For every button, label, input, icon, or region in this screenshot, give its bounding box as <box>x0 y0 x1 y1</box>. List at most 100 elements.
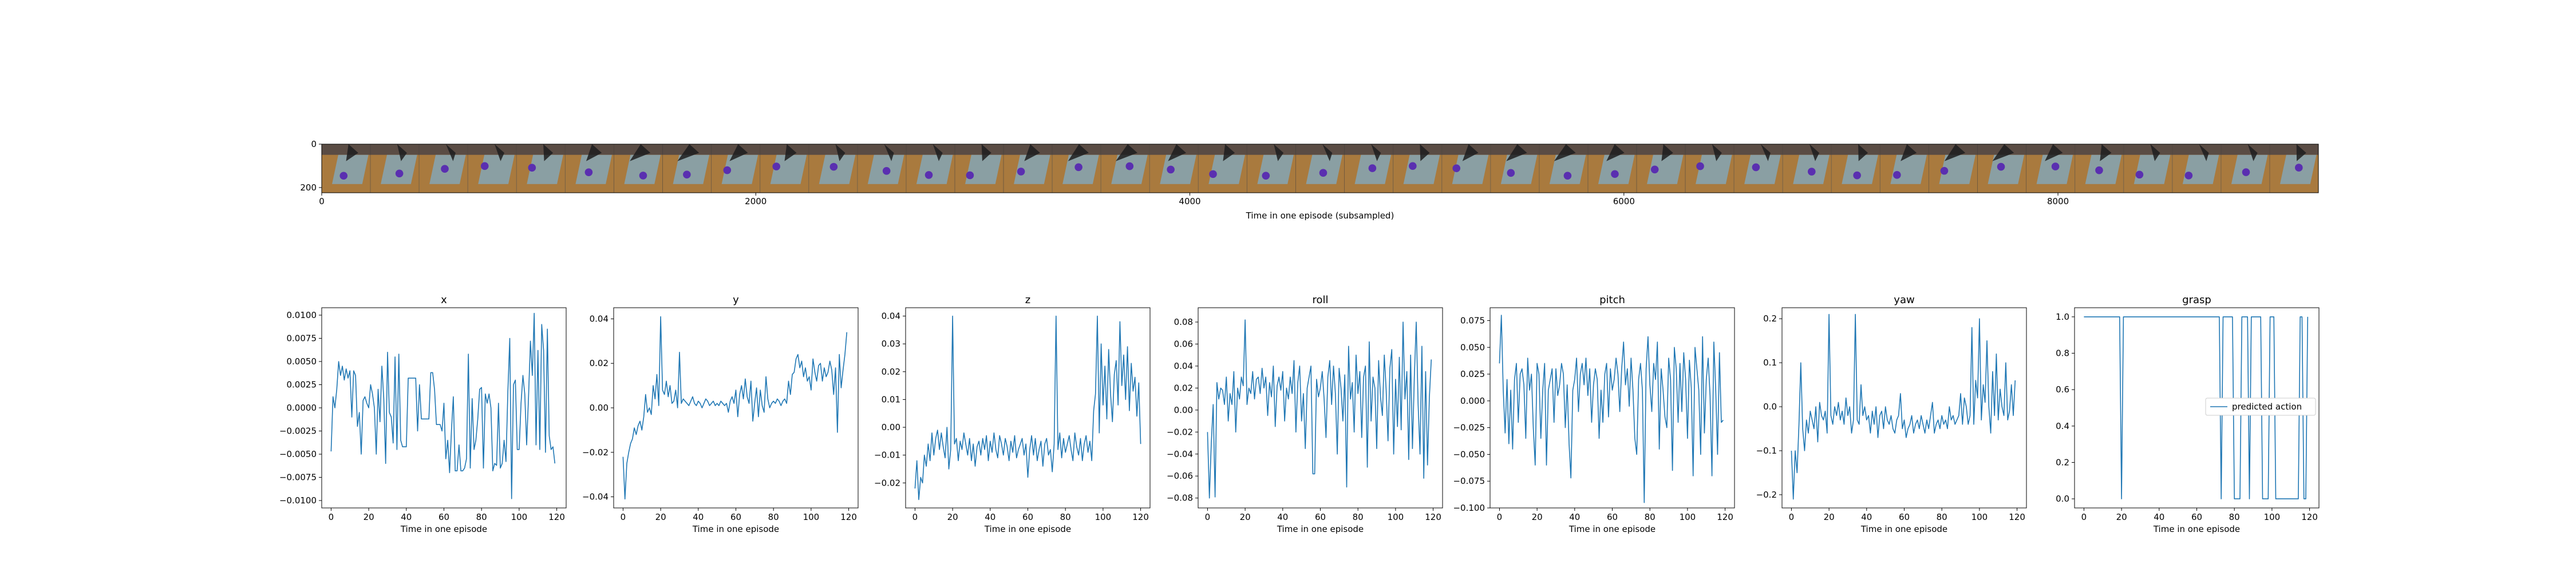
plot-roll: 0 20 40 60 80 100 120 −0.08 −0.06 −0.04 −0.02 0.00 0… <box>1167 294 1443 534</box>
y-tick-label: 0.4 <box>2056 421 2069 431</box>
x-axis-label: Time in one episode <box>1277 524 1364 534</box>
plot-background <box>1782 308 2026 508</box>
plot-title: yaw <box>1894 294 1914 306</box>
x-tick-label: 20 <box>1824 512 1835 522</box>
x-tick-label: 0 <box>1789 512 1795 522</box>
x-tick-label: 60 <box>1315 512 1326 522</box>
frame-tray <box>916 154 953 184</box>
frame-wall <box>1880 144 1929 155</box>
plot-title: x <box>441 294 447 306</box>
x-tick-label: 120 <box>2009 512 2025 522</box>
frame-robot-arm <box>397 144 407 161</box>
y-tick-label: −0.1 <box>1756 446 1777 456</box>
series-line-x <box>330 312 556 499</box>
frame-tray <box>1890 154 1927 184</box>
frame-robot-arm <box>981 144 991 161</box>
frame-robot-arm <box>346 144 358 161</box>
y-tick-label: 0.02 <box>1174 383 1193 393</box>
plot-grasp: 0 20 40 60 80 100 120 0.0 0.2 0.4 0.6 0.8 1.0 grasp Ti… <box>2056 294 2320 534</box>
frame-wall <box>857 144 906 155</box>
frame-object <box>1452 164 1461 173</box>
x-tick-label: 80 <box>1353 512 1364 522</box>
frame-wall <box>760 144 809 155</box>
action-plots: 0 20 40 60 80 100 120−0.0100−0.0075−0.0050−0.0… <box>279 294 2320 534</box>
x-tick-label: 120 <box>1132 512 1149 522</box>
x-tick-label: 0 <box>1205 512 1211 522</box>
y-ticks: −0.100 −0.075 −0.050 −0.025 0.000 0.025 0.050 0… <box>1453 315 1490 513</box>
y-tick-label: 0.6 <box>2056 384 2069 395</box>
y-ticks: −0.08 −0.06 −0.04 −0.02 0.00 0.02 0.04 0.06 0.08 <box>1167 317 1198 503</box>
frame-wall <box>1344 144 1393 155</box>
frame-tray <box>673 154 710 184</box>
frame-thumbnail <box>321 144 371 193</box>
series-line-yaw <box>1791 313 2016 500</box>
x-tick-label: 40 <box>401 512 412 522</box>
x-ticks: 0 20 40 60 80 100 120 <box>1205 508 1441 522</box>
frame-thumbnail <box>2075 144 2124 193</box>
frame-robot-arm <box>2150 144 2160 161</box>
x-axis-label: Time in one episode <box>1568 524 1656 534</box>
x-tick-label: 0 <box>2081 512 2087 522</box>
frame-wall <box>1198 144 1247 155</box>
frame-wall <box>1636 144 1686 155</box>
frame-robot-arm <box>1858 144 1868 161</box>
y-ticks: −0.02 −0.01 0.00 0.01 0.02 0.03 0.04 <box>874 311 906 488</box>
frame-tray <box>575 154 612 184</box>
x-axis-label: Time in one episode <box>400 524 487 534</box>
frame-wall <box>468 144 517 155</box>
frame-robot-arm <box>1554 144 1576 161</box>
frame-thumbnail <box>1052 144 1101 193</box>
frame-thumbnail <box>1879 144 1929 193</box>
y-ticks: 0.0 0.2 0.4 0.6 0.8 1.0 <box>2056 312 2075 504</box>
frame-object <box>1650 165 1659 174</box>
x-tick-label: 40 <box>1861 512 1872 522</box>
strip-x-tick-label: 6000 <box>1613 196 1635 206</box>
frame-wall <box>1247 144 1296 155</box>
x-tick-label: 0 <box>329 512 334 522</box>
frame-robot-arm <box>1809 144 1819 161</box>
x-ticks: 0 20 40 60 80 100 120 <box>329 508 565 522</box>
frame-tray <box>1842 154 1878 184</box>
y-tick-label: −0.100 <box>1453 503 1485 513</box>
y-tick-label: 0.8 <box>2056 348 2069 359</box>
frame-tray <box>1647 154 1684 184</box>
frame-tray <box>1549 154 1586 184</box>
y-tick-label: −0.0100 <box>279 495 317 506</box>
x-tick-label: 60 <box>438 512 449 522</box>
y-tick-label: −0.01 <box>874 450 900 460</box>
x-tick-label: 40 <box>1277 512 1288 522</box>
frame-thumbnail <box>613 144 663 193</box>
frame-robot-arm <box>2247 144 2258 161</box>
x-tick-label: 20 <box>1532 512 1543 522</box>
frame-wall <box>2269 144 2318 155</box>
x-tick-label: 100 <box>803 512 820 522</box>
series-line-grasp <box>2084 316 2309 499</box>
frame-thumbnail <box>1539 144 1588 193</box>
frame-object <box>1997 162 2005 171</box>
frame-thumbnail <box>564 144 614 193</box>
frame-robot-arm <box>1024 144 1040 161</box>
y-tick-label: 0.2 <box>1763 313 1777 324</box>
frame-tray <box>721 154 758 184</box>
x-tick-label: 80 <box>1937 512 1947 522</box>
x-tick-label: 120 <box>1425 512 1441 522</box>
x-axis-label: Time in one episode <box>984 524 1071 534</box>
x-tick-label: 20 <box>1240 512 1251 522</box>
frame-robot-arm <box>543 144 554 161</box>
frame-thumbnail <box>2221 144 2270 193</box>
y-tick-label: 0.06 <box>1174 339 1193 349</box>
frame-object <box>639 172 647 180</box>
frame-thumbnail <box>516 144 566 193</box>
frame-robot-arm <box>835 144 846 161</box>
frame-object <box>1611 170 1619 178</box>
y-tick-label: 0.04 <box>882 311 900 321</box>
x-axis-label: Time in one episode <box>1860 524 1947 534</box>
frame-wall <box>1441 144 1491 155</box>
frame-wall <box>1003 144 1053 155</box>
x-axis-label: Time in one episode <box>2153 524 2240 534</box>
frame-tray <box>1988 154 2025 184</box>
x-tick-label: 100 <box>1095 512 1112 522</box>
frame-robot-arm <box>1606 144 1625 161</box>
y-tick-label: −0.075 <box>1453 476 1485 486</box>
plot-z: 0 20 40 60 80 100 120 −0.02 −0.01 0.00 0.01 0.02 0.0… <box>874 294 1151 534</box>
